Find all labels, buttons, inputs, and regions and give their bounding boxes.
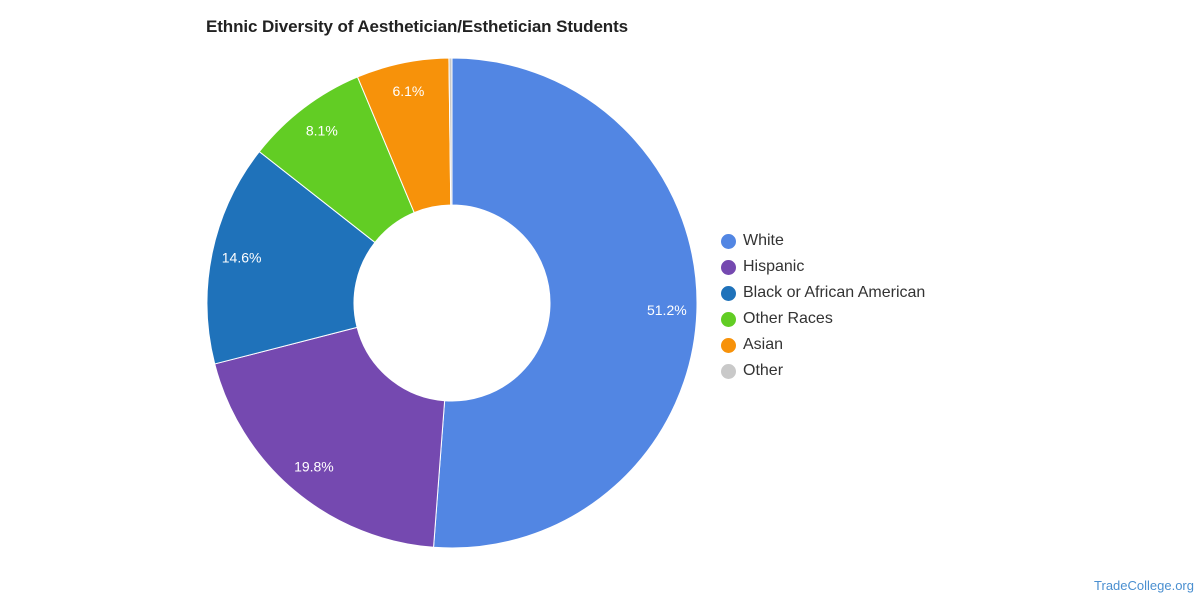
legend-label: Other: [743, 362, 784, 379]
slice-white[interactable]: [433, 57, 698, 549]
slice-label-black-or-african-american: 14.6%: [222, 249, 262, 265]
legend-item-other-races[interactable]: Other Races: [721, 306, 925, 332]
slice-label-white: 51.2%: [647, 302, 687, 318]
legend-label: Black or African American: [743, 284, 926, 301]
chart-title: Ethnic Diversity of Aesthetician/Estheti…: [206, 17, 628, 36]
legend-swatch-icon: [721, 285, 736, 301]
slice-hispanic[interactable]: [214, 326, 446, 548]
legend-item-hispanic[interactable]: Hispanic: [721, 254, 925, 280]
legend-item-white[interactable]: White: [721, 228, 925, 254]
slice-other[interactable]: [448, 57, 453, 206]
legend-swatch-icon: [721, 233, 736, 249]
legend-swatch-icon: [721, 337, 736, 353]
donut-slice-labels: 51.2% 19.8% 14.6% 8.1% 6.1%: [222, 83, 687, 474]
legend-label: Hispanic: [743, 258, 805, 275]
footer-credit[interactable]: TradeCollege.org: [1094, 578, 1194, 593]
legend-label: White: [743, 232, 784, 249]
legend-swatch-icon: [721, 363, 736, 379]
slice-label-asian: 6.1%: [392, 83, 424, 99]
donut-slices: [206, 57, 698, 549]
chart-legend: White Hispanic Black or African American Ot…: [721, 228, 925, 384]
legend-swatch-icon: [721, 311, 736, 327]
slice-label-other-races: 8.1%: [306, 123, 338, 139]
legend-label: Other Races: [743, 310, 833, 327]
slice-black-or-african-american[interactable]: [206, 150, 376, 365]
legend-swatch-icon: [721, 259, 736, 275]
legend-item-other[interactable]: Other: [721, 358, 925, 384]
slice-label-hispanic: 19.8%: [294, 458, 334, 474]
legend-item-asian[interactable]: Asian: [721, 332, 925, 358]
legend-item-black-or-african-american[interactable]: Black or African American: [721, 280, 925, 306]
legend-label: Asian: [743, 336, 784, 353]
